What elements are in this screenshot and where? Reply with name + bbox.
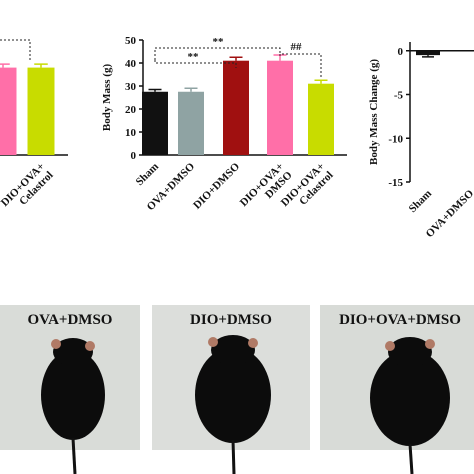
annotation: **: [188, 51, 200, 63]
error-bar: [184, 87, 198, 92]
y-axis-label: Body Mass Change (g): [368, 59, 380, 165]
y-tick-label: 0: [131, 150, 137, 162]
y-tick-label: 0: [398, 46, 404, 58]
bar: [223, 60, 249, 156]
bracket: [154, 60, 237, 68]
error-bar: [0, 63, 10, 68]
photo-title: DIO+DMSO: [190, 312, 272, 328]
bracket: [154, 47, 281, 60]
bracket: [279, 53, 322, 78]
photo-panels: [0, 305, 474, 474]
photo-title: DIO+OVA+DMSO: [339, 312, 461, 328]
error-bar: [229, 56, 243, 61]
ear: [51, 337, 435, 351]
y-tick-label: 50: [125, 35, 137, 47]
bar: [178, 91, 204, 155]
error-bar: [34, 63, 48, 68]
bar: [27, 67, 55, 155]
y-tick-label: 10: [125, 127, 137, 139]
tail: [71, 437, 414, 474]
y-tick-label: 30: [125, 81, 137, 93]
y-tick-label: -10: [388, 133, 403, 145]
bar: [308, 83, 334, 155]
bar: [0, 67, 17, 155]
annotation: ##: [291, 41, 303, 53]
error-bar: [422, 55, 434, 58]
y-tick-label: 20: [125, 104, 137, 116]
mouse: [41, 335, 450, 446]
error-bar: [148, 88, 162, 92]
y-tick-label: -15: [388, 177, 403, 189]
error-bar: [314, 79, 328, 84]
bracket: [0, 39, 31, 60]
bar: [267, 60, 293, 156]
y-axis-label: Body Mass (g): [101, 64, 113, 132]
y-tick-label: -5: [394, 90, 404, 102]
bar: [142, 91, 168, 155]
y-tick-label: 40: [125, 58, 137, 70]
annotation: **: [213, 36, 225, 48]
bar: [416, 50, 440, 56]
photo-title: OVA+DMSO: [28, 312, 113, 328]
